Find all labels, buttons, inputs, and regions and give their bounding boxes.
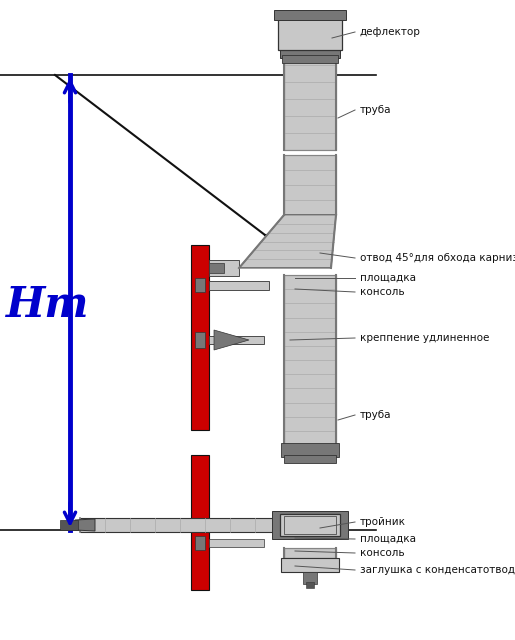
Polygon shape: [214, 330, 249, 350]
Bar: [282, 55, 338, 63]
Bar: [272, 511, 348, 539]
Bar: [195, 536, 205, 550]
Bar: [284, 48, 336, 150]
Bar: [191, 245, 209, 430]
Polygon shape: [75, 519, 95, 531]
Bar: [284, 275, 336, 445]
Bar: [209, 260, 239, 276]
Text: консоль: консоль: [360, 287, 405, 297]
Bar: [60, 520, 78, 530]
Text: труба: труба: [360, 410, 391, 420]
Text: заглушка с конденсатотводом: заглушка с конденсатотводом: [360, 565, 515, 575]
Text: дефлектор: дефлектор: [360, 27, 421, 37]
Bar: [209, 281, 269, 290]
Bar: [284, 516, 336, 534]
Bar: [280, 48, 340, 58]
Bar: [195, 332, 205, 348]
Text: Нт: Нт: [6, 284, 90, 326]
Bar: [280, 514, 340, 536]
Text: площадка: площадка: [360, 534, 416, 544]
Bar: [303, 572, 317, 584]
Bar: [209, 336, 264, 344]
Bar: [195, 278, 205, 292]
Text: труба: труба: [360, 105, 391, 115]
Text: площадка: площадка: [360, 273, 416, 283]
Bar: [284, 155, 336, 215]
Bar: [209, 263, 224, 273]
Bar: [281, 558, 339, 572]
Bar: [284, 548, 336, 558]
Bar: [191, 455, 209, 590]
Bar: [281, 443, 339, 457]
Bar: [284, 455, 336, 463]
Text: консоль: консоль: [360, 548, 405, 558]
Text: тройник: тройник: [360, 517, 406, 527]
Bar: [209, 539, 264, 547]
Polygon shape: [239, 215, 336, 268]
Text: креппение удлиненное: креппение удлиненное: [360, 333, 489, 343]
Bar: [274, 10, 346, 20]
Bar: [278, 16, 342, 50]
Bar: [80, 518, 280, 532]
Bar: [306, 582, 314, 588]
Text: отвод 45°для обхода карниза: отвод 45°для обхода карниза: [360, 253, 515, 263]
